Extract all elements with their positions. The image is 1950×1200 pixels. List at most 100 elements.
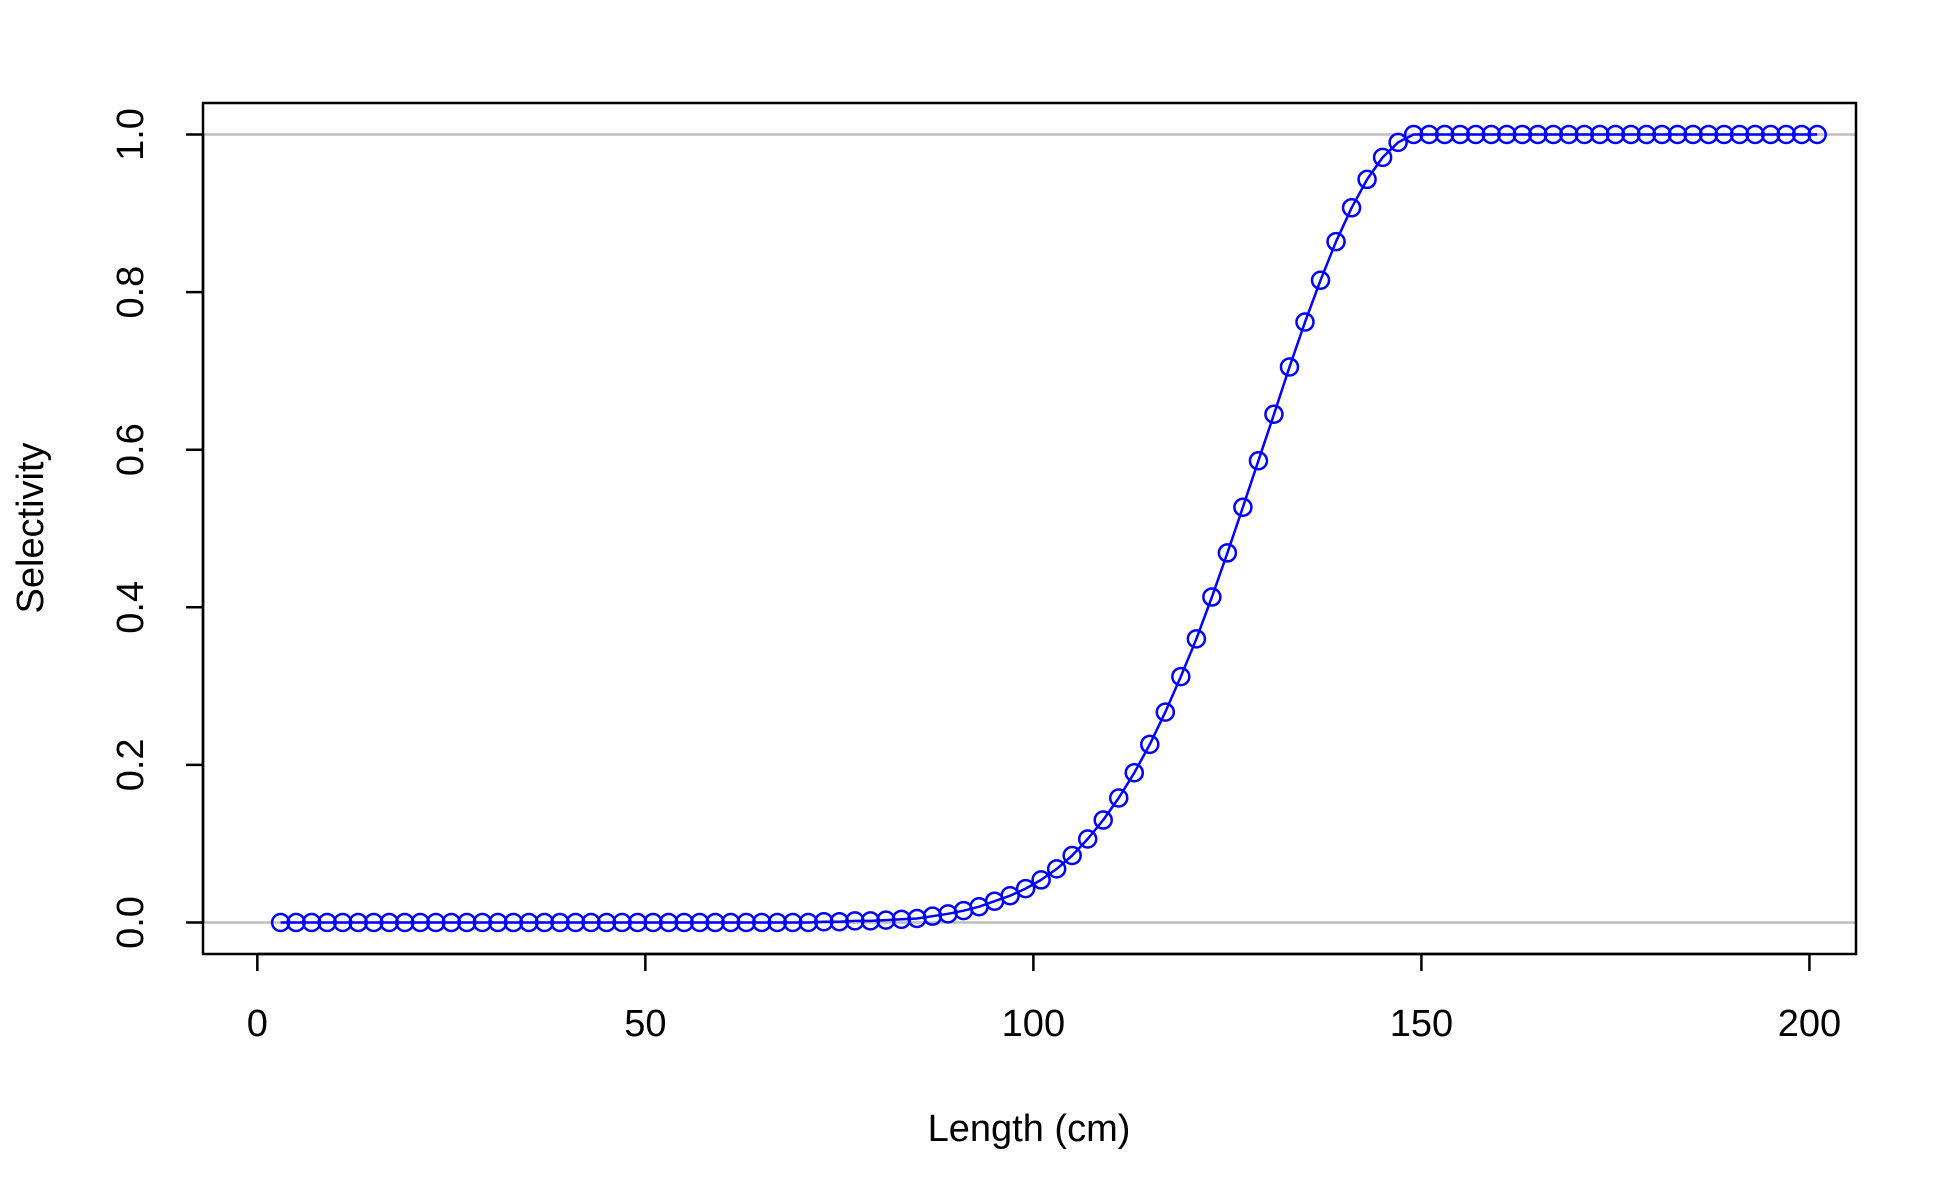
data-point (1590, 124, 1610, 145)
data-point (1372, 147, 1393, 168)
data-point (1388, 132, 1408, 153)
data-point (581, 912, 601, 933)
y-tick-label: 0.8 (110, 266, 152, 319)
data-point (752, 912, 772, 933)
data-point (1093, 810, 1113, 830)
data-point (503, 912, 524, 933)
y-tick-label: 1.0 (110, 108, 152, 161)
reference-lines (203, 133, 1856, 924)
series-layer (270, 124, 1827, 933)
data-point (1528, 124, 1548, 145)
data-point (1512, 124, 1533, 145)
plot-frame (201, 101, 1858, 956)
data-point (1264, 404, 1284, 424)
data-point (658, 912, 679, 933)
data-point (317, 912, 337, 933)
x-tick-label: 200 (1778, 1003, 1841, 1045)
data-point (891, 909, 912, 930)
data-point (736, 912, 756, 933)
data-point (845, 911, 865, 931)
data-point (1341, 198, 1362, 218)
data-point (488, 912, 508, 933)
data-point (1574, 124, 1595, 145)
data-point (1077, 829, 1098, 849)
data-point (1171, 666, 1191, 687)
data-point (1760, 124, 1781, 145)
data-point (720, 912, 741, 933)
data-point (395, 912, 415, 933)
data-point (1465, 124, 1486, 145)
data-point (1729, 124, 1750, 145)
data-point (1062, 845, 1082, 866)
data-point (1326, 231, 1346, 252)
data-point (1295, 312, 1315, 332)
data-point (1807, 124, 1827, 145)
data-point (1450, 124, 1470, 145)
data-point (876, 910, 896, 930)
data-point (705, 912, 725, 933)
data-point (534, 912, 555, 933)
x-tick-label: 100 (1002, 1003, 1065, 1045)
data-point (1683, 124, 1703, 145)
data-point (860, 911, 881, 931)
data-point (565, 912, 586, 933)
data-point (1357, 169, 1377, 190)
x-tick-label: 150 (1390, 1003, 1453, 1045)
data-point (1667, 124, 1688, 145)
data-point (1543, 124, 1564, 145)
data-point (441, 912, 462, 933)
data-point (1217, 543, 1238, 563)
data-point (270, 912, 291, 933)
data-point (689, 912, 710, 933)
data-point (1279, 357, 1300, 377)
data-point (596, 912, 617, 933)
data-point (829, 911, 850, 932)
y-axis: 0.0 0.2 0.4 0.6 0.8 1.0 (110, 108, 205, 949)
data-point (410, 912, 431, 933)
data-point (426, 912, 446, 933)
data-point (519, 912, 539, 933)
x-tick-label: 50 (624, 1003, 666, 1045)
data-point (1776, 124, 1796, 145)
data-point (457, 912, 477, 933)
data-point (1714, 124, 1734, 145)
data-point (286, 912, 306, 933)
data-point (1124, 763, 1145, 783)
data-point (1140, 734, 1160, 755)
data-point (1791, 124, 1812, 145)
data-point (814, 911, 834, 932)
data-point (1559, 124, 1579, 145)
data-point (1403, 124, 1424, 145)
data-point (674, 912, 694, 933)
data-point (783, 912, 803, 933)
data-point (627, 912, 648, 933)
data-point (767, 912, 788, 933)
data-point (1046, 859, 1067, 879)
data-point (1636, 124, 1657, 145)
data-point (643, 912, 663, 933)
data-point (1000, 885, 1020, 906)
data-point (1031, 870, 1051, 890)
data-point (798, 912, 819, 933)
x-axis: 0 50 100 150 200 (247, 952, 1841, 1045)
data-point (1481, 124, 1502, 145)
data-point (550, 912, 570, 933)
data-point (1605, 124, 1626, 145)
data-point (1202, 587, 1222, 607)
y-axis-title: Selectivity (10, 442, 52, 613)
data-point (1155, 702, 1176, 722)
data-point (1621, 124, 1641, 145)
data-point (1419, 124, 1439, 145)
y-tick-label: 0.4 (110, 581, 152, 634)
data-point (1248, 450, 1269, 471)
data-point (1015, 878, 1036, 899)
data-point (348, 912, 368, 933)
y-tick-label: 0.6 (110, 423, 152, 476)
data-point (472, 912, 493, 933)
data-point (612, 912, 632, 933)
y-tick-label: 0.2 (110, 738, 152, 791)
data-point (363, 912, 384, 933)
data-point (1652, 124, 1672, 145)
data-point (1434, 124, 1455, 145)
